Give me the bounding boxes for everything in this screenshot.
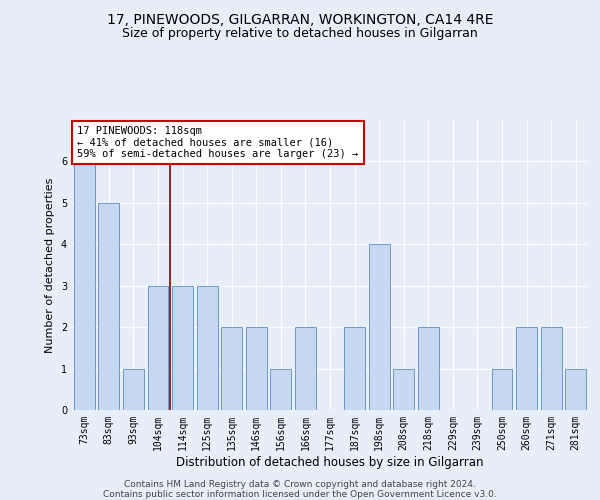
Bar [516,327,537,410]
Bar [344,327,365,410]
Text: 17, PINEWOODS, GILGARRAN, WORKINGTON, CA14 4RE: 17, PINEWOODS, GILGARRAN, WORKINGTON, CA… [107,12,493,26]
Text: Size of property relative to detached houses in Gilgarran: Size of property relative to detached ho… [122,28,478,40]
Bar [418,327,439,410]
Bar [172,286,193,410]
Bar [221,327,242,410]
X-axis label: Distribution of detached houses by size in Gilgarran: Distribution of detached houses by size … [176,456,484,468]
Bar [74,162,95,410]
Bar [123,368,144,410]
Bar [271,368,292,410]
Text: Contains HM Land Registry data © Crown copyright and database right 2024.
Contai: Contains HM Land Registry data © Crown c… [103,480,497,500]
Bar [98,203,119,410]
Bar [368,244,389,410]
Bar [565,368,586,410]
Bar [148,286,169,410]
Bar [491,368,512,410]
Bar [541,327,562,410]
Bar [246,327,267,410]
Text: 17 PINEWOODS: 118sqm
← 41% of detached houses are smaller (16)
59% of semi-detac: 17 PINEWOODS: 118sqm ← 41% of detached h… [77,126,358,159]
Bar [393,368,414,410]
Y-axis label: Number of detached properties: Number of detached properties [46,178,55,352]
Bar [197,286,218,410]
Bar [295,327,316,410]
